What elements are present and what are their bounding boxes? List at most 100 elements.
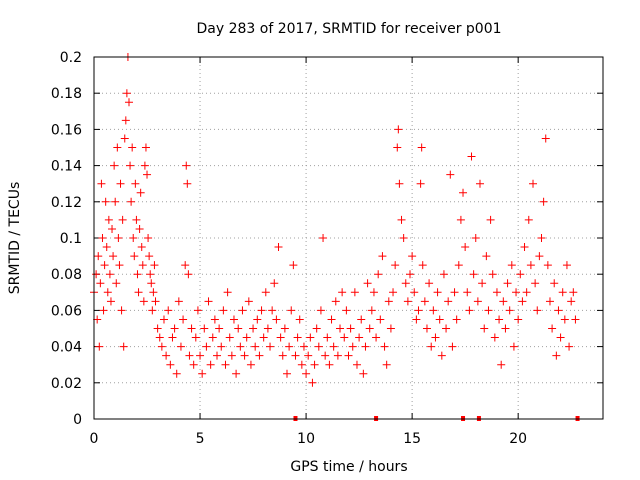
data-point [531, 279, 540, 288]
data-point [344, 351, 353, 360]
data-point [456, 215, 465, 224]
data-point [492, 288, 501, 297]
data-point [325, 360, 334, 369]
data-point [410, 288, 419, 297]
data-point [213, 351, 222, 360]
data-point [174, 297, 183, 306]
data-point [382, 360, 391, 369]
data-point [348, 342, 357, 351]
data-point [454, 261, 463, 270]
data-point [98, 234, 107, 242]
data-point [471, 234, 480, 242]
y-tick-label: 0.2 [60, 50, 82, 66]
data-point [253, 315, 262, 324]
data-point [187, 324, 196, 333]
data-point [176, 342, 185, 351]
data-point [95, 342, 104, 351]
data-point [520, 243, 529, 252]
data-point [422, 324, 431, 333]
data-point [238, 306, 247, 315]
data-point [129, 234, 138, 242]
data-point [548, 324, 557, 333]
data-point [146, 270, 155, 279]
y-tick-label: 0.04 [51, 340, 82, 356]
data-point [418, 261, 427, 270]
data-point [263, 324, 272, 333]
data-point [380, 342, 389, 351]
data-point [414, 306, 423, 315]
data-point [115, 261, 124, 270]
data-point [331, 297, 340, 306]
data-point [361, 342, 370, 351]
data-point [153, 324, 162, 333]
data-point [567, 297, 576, 306]
data-point [274, 243, 283, 252]
y-tick-label: 0.14 [51, 159, 82, 175]
data-point [302, 369, 311, 378]
data-point [136, 188, 145, 197]
data-point [442, 324, 451, 333]
x-tick-label: 5 [196, 431, 205, 447]
data-point [529, 179, 538, 188]
data-point [208, 333, 217, 342]
data-point [103, 288, 112, 297]
data-point [221, 360, 230, 369]
data-point [287, 306, 296, 315]
data-point [128, 143, 137, 152]
data-point [116, 179, 125, 188]
data-point [151, 297, 160, 306]
data-point [507, 261, 516, 270]
data-point [552, 351, 561, 360]
data-point [505, 306, 514, 315]
data-point [306, 333, 315, 342]
data-point [384, 297, 393, 306]
data-point [374, 270, 383, 279]
data-point [297, 360, 306, 369]
data-point [278, 351, 287, 360]
data-point [183, 179, 192, 188]
data-point [122, 89, 131, 98]
data-point [450, 288, 459, 297]
data-point [172, 369, 181, 378]
data-point [556, 333, 565, 342]
data-point [94, 252, 103, 261]
data-point [427, 342, 436, 351]
data-point [357, 315, 366, 324]
data-point [490, 333, 499, 342]
data-point [121, 116, 130, 125]
data-point [340, 333, 349, 342]
data-point [512, 288, 521, 297]
data-point [312, 324, 321, 333]
data-point [562, 261, 571, 270]
data-point [135, 224, 144, 233]
data-point [147, 279, 156, 288]
data-point [132, 215, 141, 224]
data-point [342, 306, 351, 315]
y-tick-label: 0.16 [51, 122, 82, 138]
data-point [110, 161, 119, 170]
data-point [105, 270, 114, 279]
data-point [112, 279, 121, 288]
data-point [397, 215, 406, 224]
data-point [104, 215, 113, 224]
data-point [433, 288, 442, 297]
data-point [533, 306, 542, 315]
data-point [394, 125, 403, 134]
data-point [439, 270, 448, 279]
data-point [162, 351, 171, 360]
data-point [488, 270, 497, 279]
data-point [251, 342, 260, 351]
data-point [376, 315, 385, 324]
data-point [486, 215, 495, 224]
data-point [217, 342, 226, 351]
data-point [141, 143, 150, 152]
data-point [270, 279, 279, 288]
y-tick-label: 0.02 [51, 376, 82, 392]
data-point [227, 351, 236, 360]
data-point [293, 333, 302, 342]
data-point [242, 333, 251, 342]
data-point [229, 315, 238, 324]
data-point [543, 261, 552, 270]
data-point [321, 351, 330, 360]
data-point [537, 234, 546, 242]
